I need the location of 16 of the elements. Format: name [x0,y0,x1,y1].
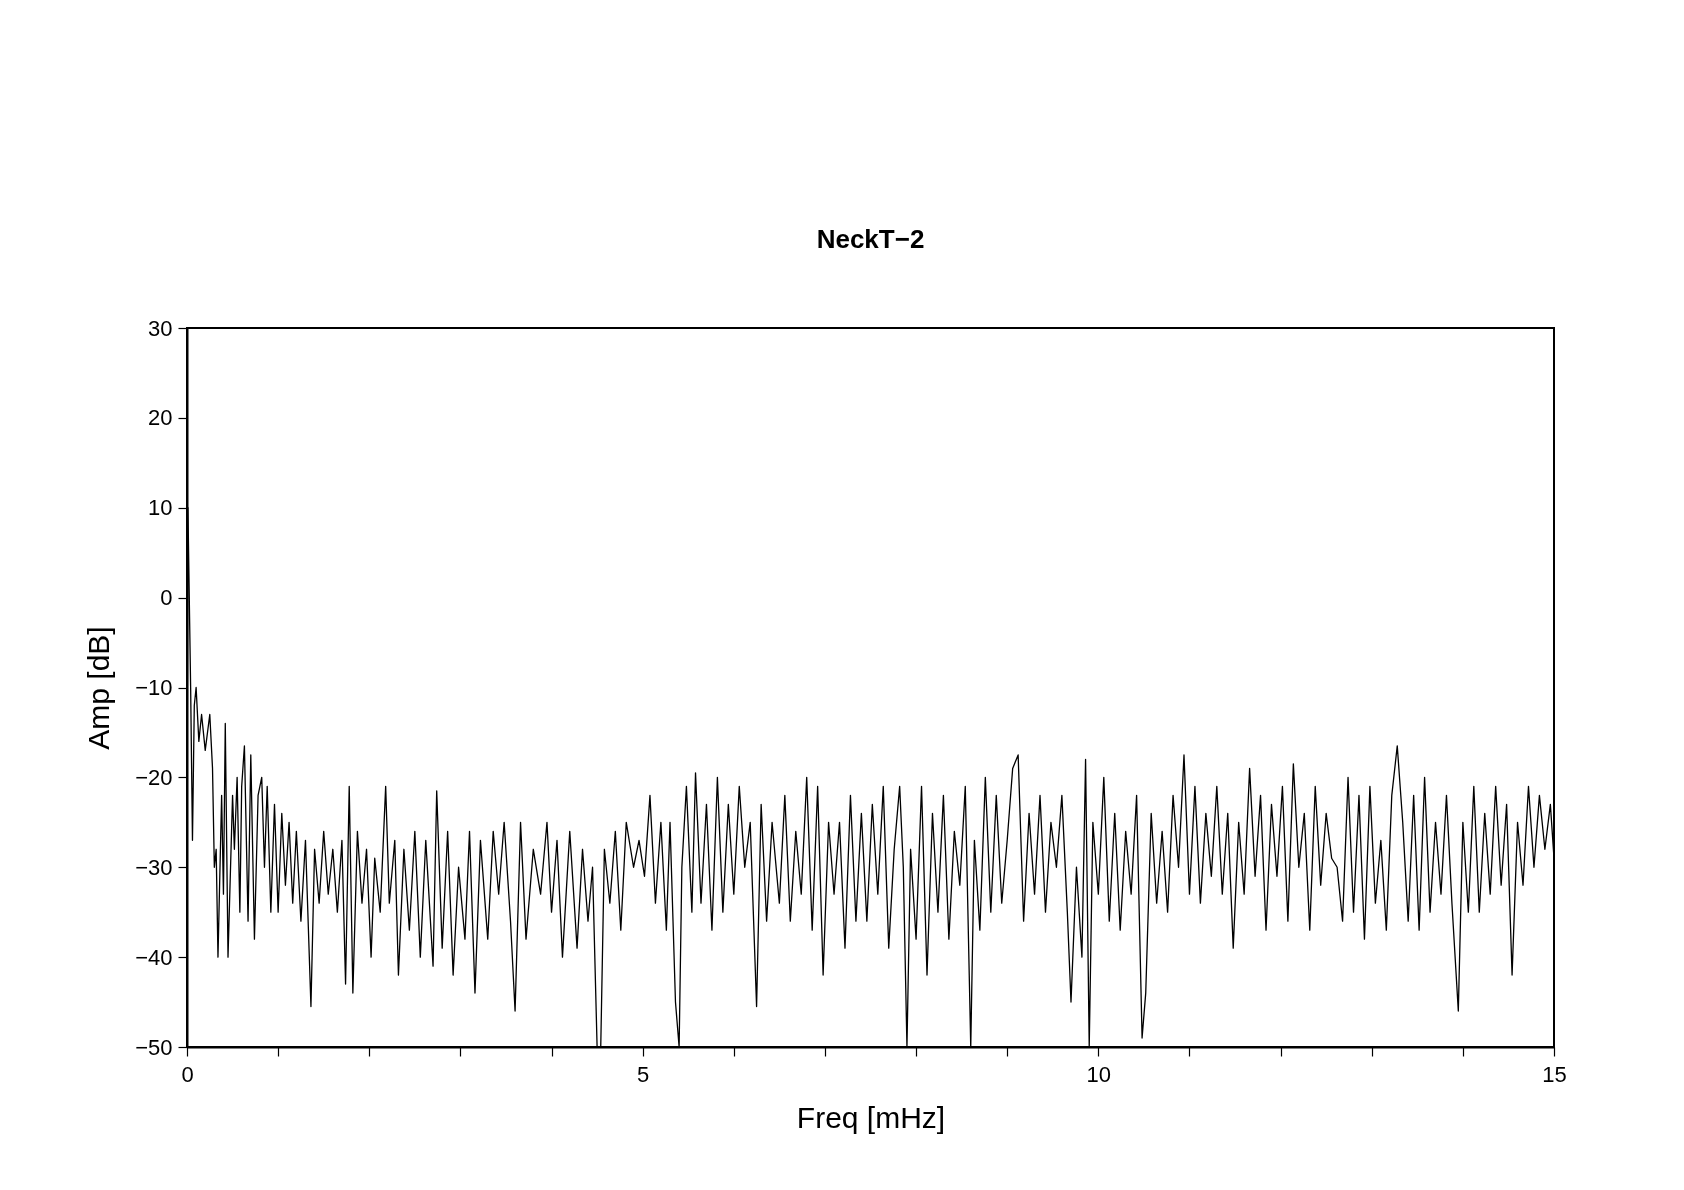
y-tick-label: 10 [148,495,173,521]
x-tick-label: 15 [1542,1061,1567,1087]
chart-title: NeckT−2 [816,224,925,254]
y-tick-label: −50 [135,1034,173,1060]
y-tick-label: 30 [148,315,173,341]
x-tick-label: 0 [181,1061,194,1087]
x-tick-label: 5 [637,1061,650,1087]
y-axis-title: Amp [dB] [82,626,116,750]
y-tick-label: −20 [135,764,173,790]
y-tick-label: −10 [135,675,173,700]
x-tick-label: 10 [1086,1061,1112,1087]
y-tick-label: −40 [135,944,173,970]
x-axis-title: Freq [mHz] [796,1100,946,1134]
y-tick-label: 20 [148,405,173,431]
y-tick-label: −30 [135,854,173,880]
y-tick-label: 0 [160,585,173,611]
